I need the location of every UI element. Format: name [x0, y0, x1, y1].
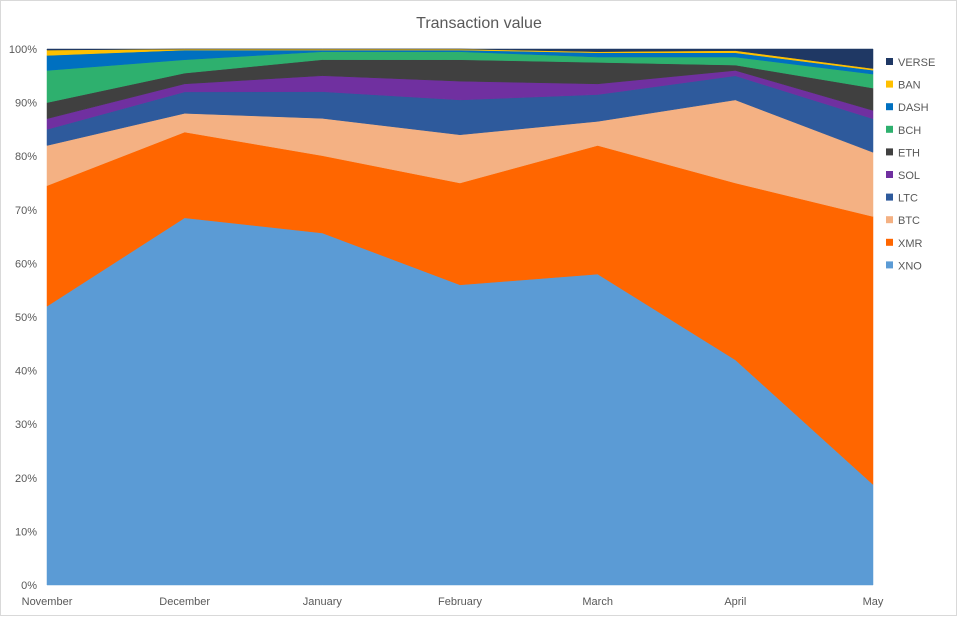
y-tick-label: 60%: [15, 258, 37, 270]
legend-item-btc: BTC: [886, 215, 920, 227]
legend-item-sol: SOL: [886, 170, 920, 182]
legend-item-eth: ETH: [886, 147, 920, 159]
legend-label: ETH: [898, 147, 920, 159]
legend-swatch: [886, 216, 893, 224]
y-tick-label: 0%: [21, 580, 37, 592]
x-tick-label: March: [582, 596, 613, 608]
x-axis-ticks: November December January February March Apri…: [22, 596, 884, 608]
x-tick-label: November: [22, 596, 73, 608]
legend-item-ban: BAN: [886, 80, 921, 92]
legend-swatch: [886, 125, 893, 133]
y-tick-label: 10%: [15, 526, 37, 538]
area-verse: [46, 48, 874, 69]
legend-item-xno: XNO: [886, 260, 922, 272]
legend-swatch: [886, 58, 893, 65]
y-tick-label: 70%: [15, 205, 37, 217]
y-axis-ticks: 0% 10% 20% 30% 40% 50% 60% 70% 80% 90% 100%: [9, 44, 37, 592]
legend-label: XMR: [898, 238, 923, 250]
y-tick-label: 90%: [15, 98, 37, 110]
x-tick-label: January: [303, 596, 343, 608]
y-tick-label: 40%: [15, 366, 37, 378]
legend-label: LTC: [898, 193, 918, 205]
legend: VERSE BAN DASH BCH ETH SOL LTC BTC XMR XNO: [886, 57, 935, 272]
y-tick-label: 80%: [15, 151, 37, 163]
area-series-group: [46, 48, 874, 586]
legend-swatch: [886, 80, 893, 88]
legend-swatch: [886, 193, 893, 201]
legend-label: BTC: [898, 215, 920, 227]
legend-item-dash: DASH: [886, 102, 929, 114]
legend-label: BAN: [898, 80, 921, 92]
legend-swatch: [886, 261, 893, 269]
legend-swatch: [886, 103, 893, 111]
x-tick-label: May: [863, 596, 884, 608]
y-tick-label: 30%: [15, 419, 37, 431]
y-tick-label: 20%: [15, 473, 37, 485]
legend-label: VERSE: [898, 57, 935, 69]
chart-title: Transaction value: [416, 15, 542, 32]
legend-swatch: [886, 238, 893, 246]
x-tick-label: April: [724, 596, 746, 608]
y-tick-label: 50%: [15, 312, 37, 324]
legend-item-xmr: XMR: [886, 238, 923, 250]
legend-item-bch: BCH: [886, 125, 921, 137]
y-tick-label: 100%: [9, 44, 37, 56]
x-tick-label: December: [159, 596, 210, 608]
legend-item-ltc: LTC: [886, 193, 918, 205]
legend-item-verse: VERSE: [886, 57, 935, 69]
legend-swatch: [886, 148, 893, 156]
legend-label: XNO: [898, 260, 922, 272]
legend-label: BCH: [898, 125, 921, 137]
legend-swatch: [886, 171, 893, 178]
legend-label: DASH: [898, 102, 929, 114]
legend-label: SOL: [898, 170, 920, 182]
x-tick-label: February: [438, 596, 483, 608]
